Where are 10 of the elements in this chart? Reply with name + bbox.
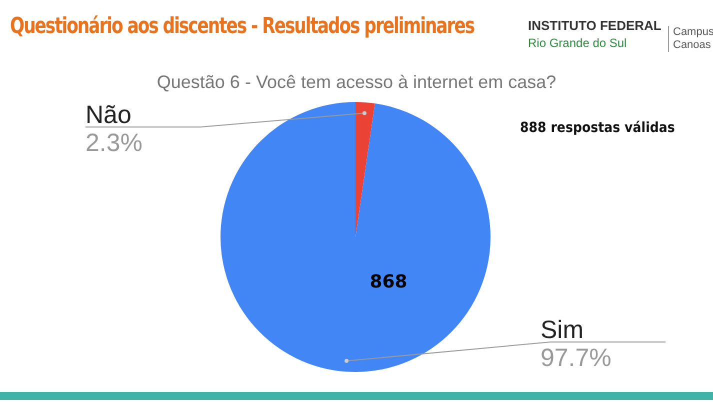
chart-subtitle: Questionário aos discentes - Resultados preliminares xyxy=(10,14,474,39)
text: INSTITUTO FEDERAL xyxy=(528,18,662,33)
data-label: 2.3% xyxy=(86,129,142,157)
slice-label: Não xyxy=(86,101,132,129)
data-label: 97.7% xyxy=(540,344,612,372)
text: 888 respostas válidas xyxy=(520,120,675,136)
text: 868 xyxy=(370,272,408,293)
slice-label: Sim xyxy=(540,316,584,344)
text: Rio Grande do Sul xyxy=(528,36,627,50)
chart-title: Questão 6 - Você tem acesso à internet em casa? xyxy=(156,72,558,93)
